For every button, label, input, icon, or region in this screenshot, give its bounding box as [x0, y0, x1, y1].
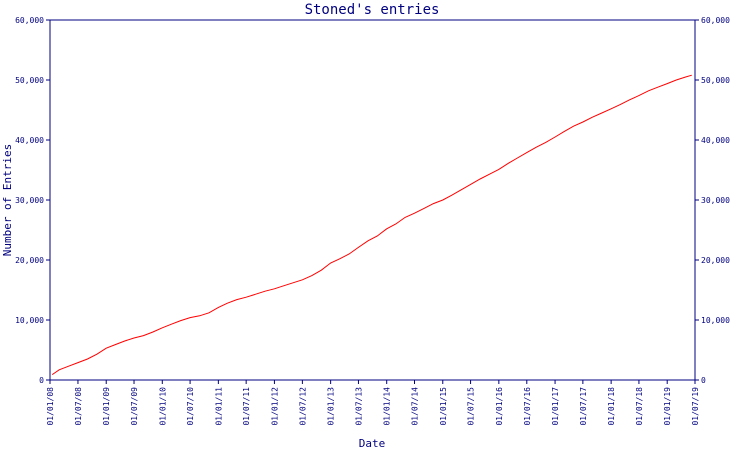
x-tick-label: 01/01/08	[46, 387, 55, 426]
y-tick-label-right: 10,000	[701, 316, 730, 325]
x-axis-label: Date	[359, 437, 386, 450]
x-tick-label: 01/01/16	[495, 387, 504, 426]
x-tick-label: 01/01/12	[270, 387, 279, 426]
y-axis-left: 0 10,000 20,000 30,000 40,000 50,000 60,000	[15, 16, 50, 385]
series-line	[51, 74, 692, 376]
x-tick-label: 01/07/16	[523, 387, 532, 426]
x-tick-label: 01/07/18	[635, 387, 644, 426]
y-axis-right: 0 10,000 20,000 30,000 40,000 50,000 60,000	[695, 16, 730, 385]
x-tick-label: 01/07/11	[242, 387, 251, 426]
x-tick-label: 01/07/13	[354, 387, 363, 426]
x-tick-label: 01/01/10	[158, 387, 167, 426]
x-tick-label: 01/07/17	[579, 387, 588, 426]
y-tick-label-left: 60,000	[15, 16, 44, 25]
x-tick-label: 01/01/18	[607, 387, 616, 426]
y-tick-label-right: 50,000	[701, 76, 730, 85]
x-tick-label: 01/07/09	[130, 387, 139, 426]
y-tick-label-left: 0	[39, 376, 44, 385]
x-tick-label: 01/01/15	[439, 387, 448, 426]
y-tick-label-left: 10,000	[15, 316, 44, 325]
y-tick-label-right: 0	[701, 376, 706, 385]
x-tick-label: 01/07/14	[411, 387, 420, 426]
x-tick-label: 01/07/08	[74, 387, 83, 426]
y-tick-label-right: 40,000	[701, 136, 730, 145]
x-tick-label: 01/01/14	[383, 387, 392, 426]
x-tick-label: 01/07/15	[467, 387, 476, 426]
y-tick-label-right: 60,000	[701, 16, 730, 25]
x-tick-label: 01/01/09	[102, 387, 111, 426]
x-axis: 01/01/08 01/07/08 01/01/09 01/07/09 01/01/10…	[46, 380, 700, 426]
y-tick-label-left: 30,000	[15, 196, 44, 205]
x-tick-label: 01/01/17	[551, 387, 560, 426]
x-tick-label: 01/01/13	[327, 387, 336, 426]
x-tick-label: 01/07/12	[298, 387, 307, 426]
x-tick-label: 01/07/19	[691, 387, 700, 426]
y-tick-label-left: 20,000	[15, 256, 44, 265]
y-tick-label-right: 20,000	[701, 256, 730, 265]
y-tick-label-left: 50,000	[15, 76, 44, 85]
y-tick-label-right: 30,000	[701, 196, 730, 205]
y-tick-label-left: 40,000	[15, 136, 44, 145]
x-tick-label: 01/07/10	[186, 387, 195, 426]
chart-title: Stoned's entries	[305, 2, 440, 18]
x-tick-label: 01/01/11	[214, 387, 223, 426]
plot-frame	[49, 19, 696, 381]
y-axis-label: Number of Entries	[1, 144, 14, 257]
x-tick-label: 01/01/19	[663, 387, 672, 426]
